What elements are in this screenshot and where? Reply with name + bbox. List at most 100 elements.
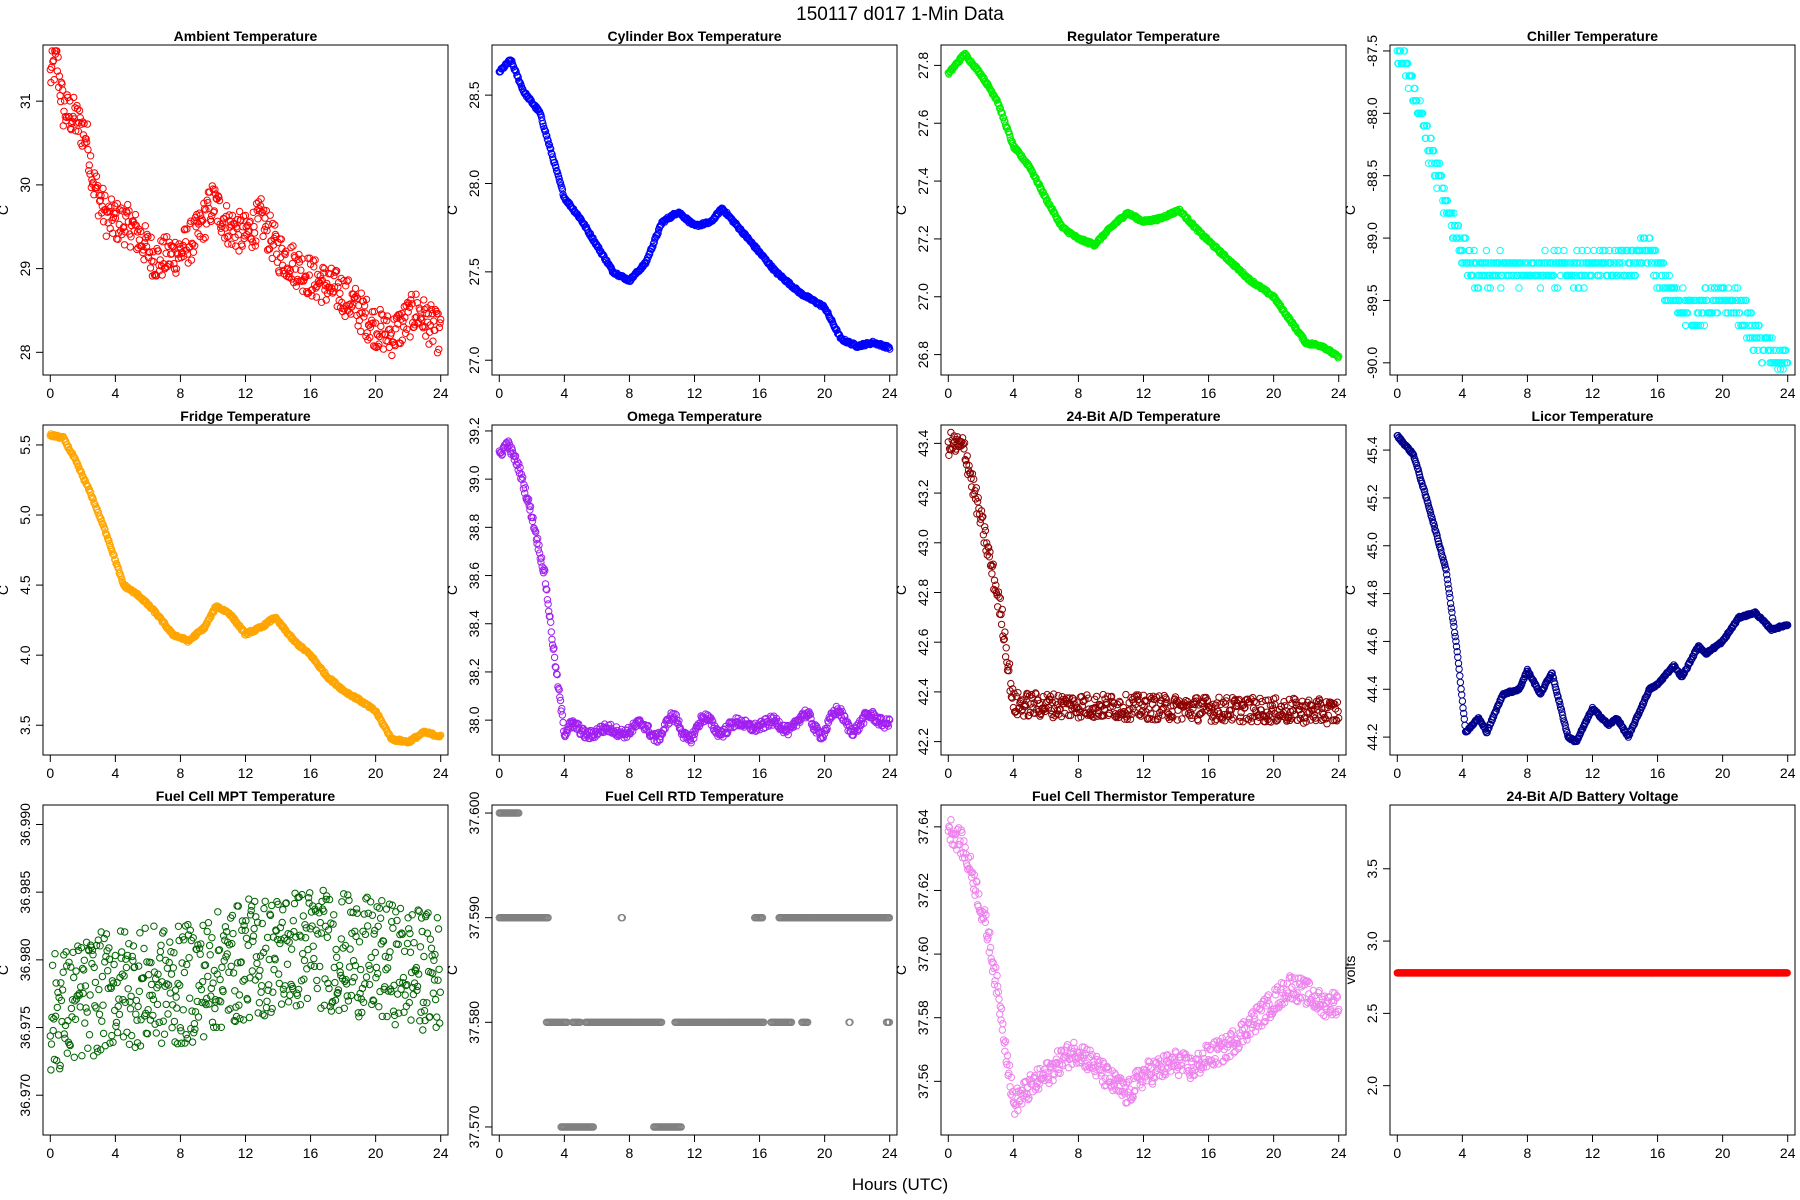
data-point	[266, 211, 274, 219]
x-tick-label: 4	[560, 765, 568, 781]
data-points	[495, 56, 894, 353]
data-point	[997, 620, 1006, 629]
data-point	[362, 295, 371, 304]
data-point	[388, 351, 396, 360]
data-point	[166, 260, 174, 268]
x-tick-label: 20	[817, 765, 833, 781]
data-point	[140, 256, 148, 264]
figure-title: 150117 d017 1-Min Data	[796, 4, 1004, 25]
data-point	[208, 182, 217, 190]
data-point	[191, 242, 199, 250]
data-point	[1496, 246, 1504, 255]
data-point	[654, 229, 662, 237]
y-tick-label: 28.0	[466, 170, 482, 197]
data-point	[550, 158, 559, 167]
data-point	[330, 283, 339, 291]
data-point	[336, 289, 344, 298]
data-point	[606, 262, 614, 270]
data-point	[234, 215, 242, 224]
data-point	[246, 217, 254, 226]
y-tick-label: 42.8	[915, 579, 931, 606]
data-point	[379, 311, 387, 319]
data-points	[495, 437, 894, 747]
data-point	[131, 210, 140, 219]
data-point	[1482, 246, 1491, 255]
y-axis-label: C	[1342, 585, 1358, 595]
data-point	[189, 240, 197, 248]
data-point	[82, 135, 90, 143]
plot-frame	[940, 44, 1347, 376]
plot-frame	[940, 424, 1347, 756]
data-point	[643, 254, 652, 262]
data-point	[405, 299, 413, 308]
data-point	[241, 211, 250, 220]
data-point	[211, 185, 219, 194]
data-point	[210, 207, 219, 215]
data-point	[217, 224, 225, 232]
data-point	[358, 309, 366, 317]
data-point	[316, 279, 324, 287]
data-point	[310, 263, 318, 271]
data-point	[107, 195, 116, 203]
data-point	[224, 240, 232, 248]
data-point	[73, 105, 82, 113]
x-tick-label: 4	[1009, 765, 1017, 781]
x-tick-label: 12	[1136, 385, 1152, 401]
data-point	[142, 234, 150, 242]
data-point	[188, 239, 196, 248]
data-point	[271, 221, 279, 229]
y-tick-label: 27.4	[915, 167, 931, 194]
data-point	[369, 319, 377, 327]
y-tick-label: 43.2	[915, 479, 931, 506]
data-point	[1446, 593, 1454, 602]
data-point	[886, 345, 894, 353]
data-point	[357, 327, 365, 336]
data-point	[436, 319, 444, 327]
data-point	[92, 172, 101, 180]
panels: Ambient TemperatureC0481216202428293031C…	[0, 28, 1796, 1161]
data-point	[99, 218, 108, 226]
data-point	[311, 256, 319, 264]
data-points	[46, 47, 445, 360]
data-point	[996, 104, 1004, 113]
data-point	[201, 233, 209, 242]
data-point	[595, 243, 603, 252]
x-tick-label: 20	[817, 385, 833, 401]
data-point	[150, 258, 158, 266]
data-point	[79, 118, 87, 126]
data-point	[265, 245, 274, 253]
y-tick-label: 31	[17, 93, 33, 109]
data-point	[350, 294, 358, 302]
x-tick-label: 12	[238, 765, 254, 781]
data-point	[547, 145, 555, 153]
x-tick-label: 24	[1331, 765, 1347, 781]
x-tick-label: 16	[303, 385, 319, 401]
data-point	[158, 271, 166, 279]
y-tick-label: 43.0	[915, 529, 931, 556]
y-tick-label: -90.0	[1364, 347, 1380, 379]
data-point	[57, 97, 65, 106]
data-point	[237, 216, 245, 224]
y-tick-label: -89.5	[1364, 284, 1380, 316]
panel-title: Licor Temperature	[1532, 408, 1654, 424]
data-point	[238, 242, 246, 250]
data-point	[72, 127, 80, 135]
y-tick-label: 29	[17, 261, 33, 277]
y-tick-label: 27.0	[466, 346, 482, 373]
data-point	[407, 290, 416, 299]
y-tick-label: 5.0	[17, 505, 33, 525]
y-tick-label: 28.5	[466, 81, 482, 108]
data-point	[383, 316, 391, 325]
data-point	[195, 209, 204, 217]
data-point	[539, 120, 547, 128]
data-point	[427, 305, 436, 314]
data-point	[589, 234, 597, 242]
data-point	[514, 73, 522, 82]
x-tick-label: 16	[303, 765, 319, 781]
data-point	[1541, 246, 1549, 255]
data-point	[355, 316, 364, 325]
data-point	[544, 136, 552, 145]
y-axis-label: C	[1342, 205, 1358, 215]
data-point	[135, 225, 143, 233]
